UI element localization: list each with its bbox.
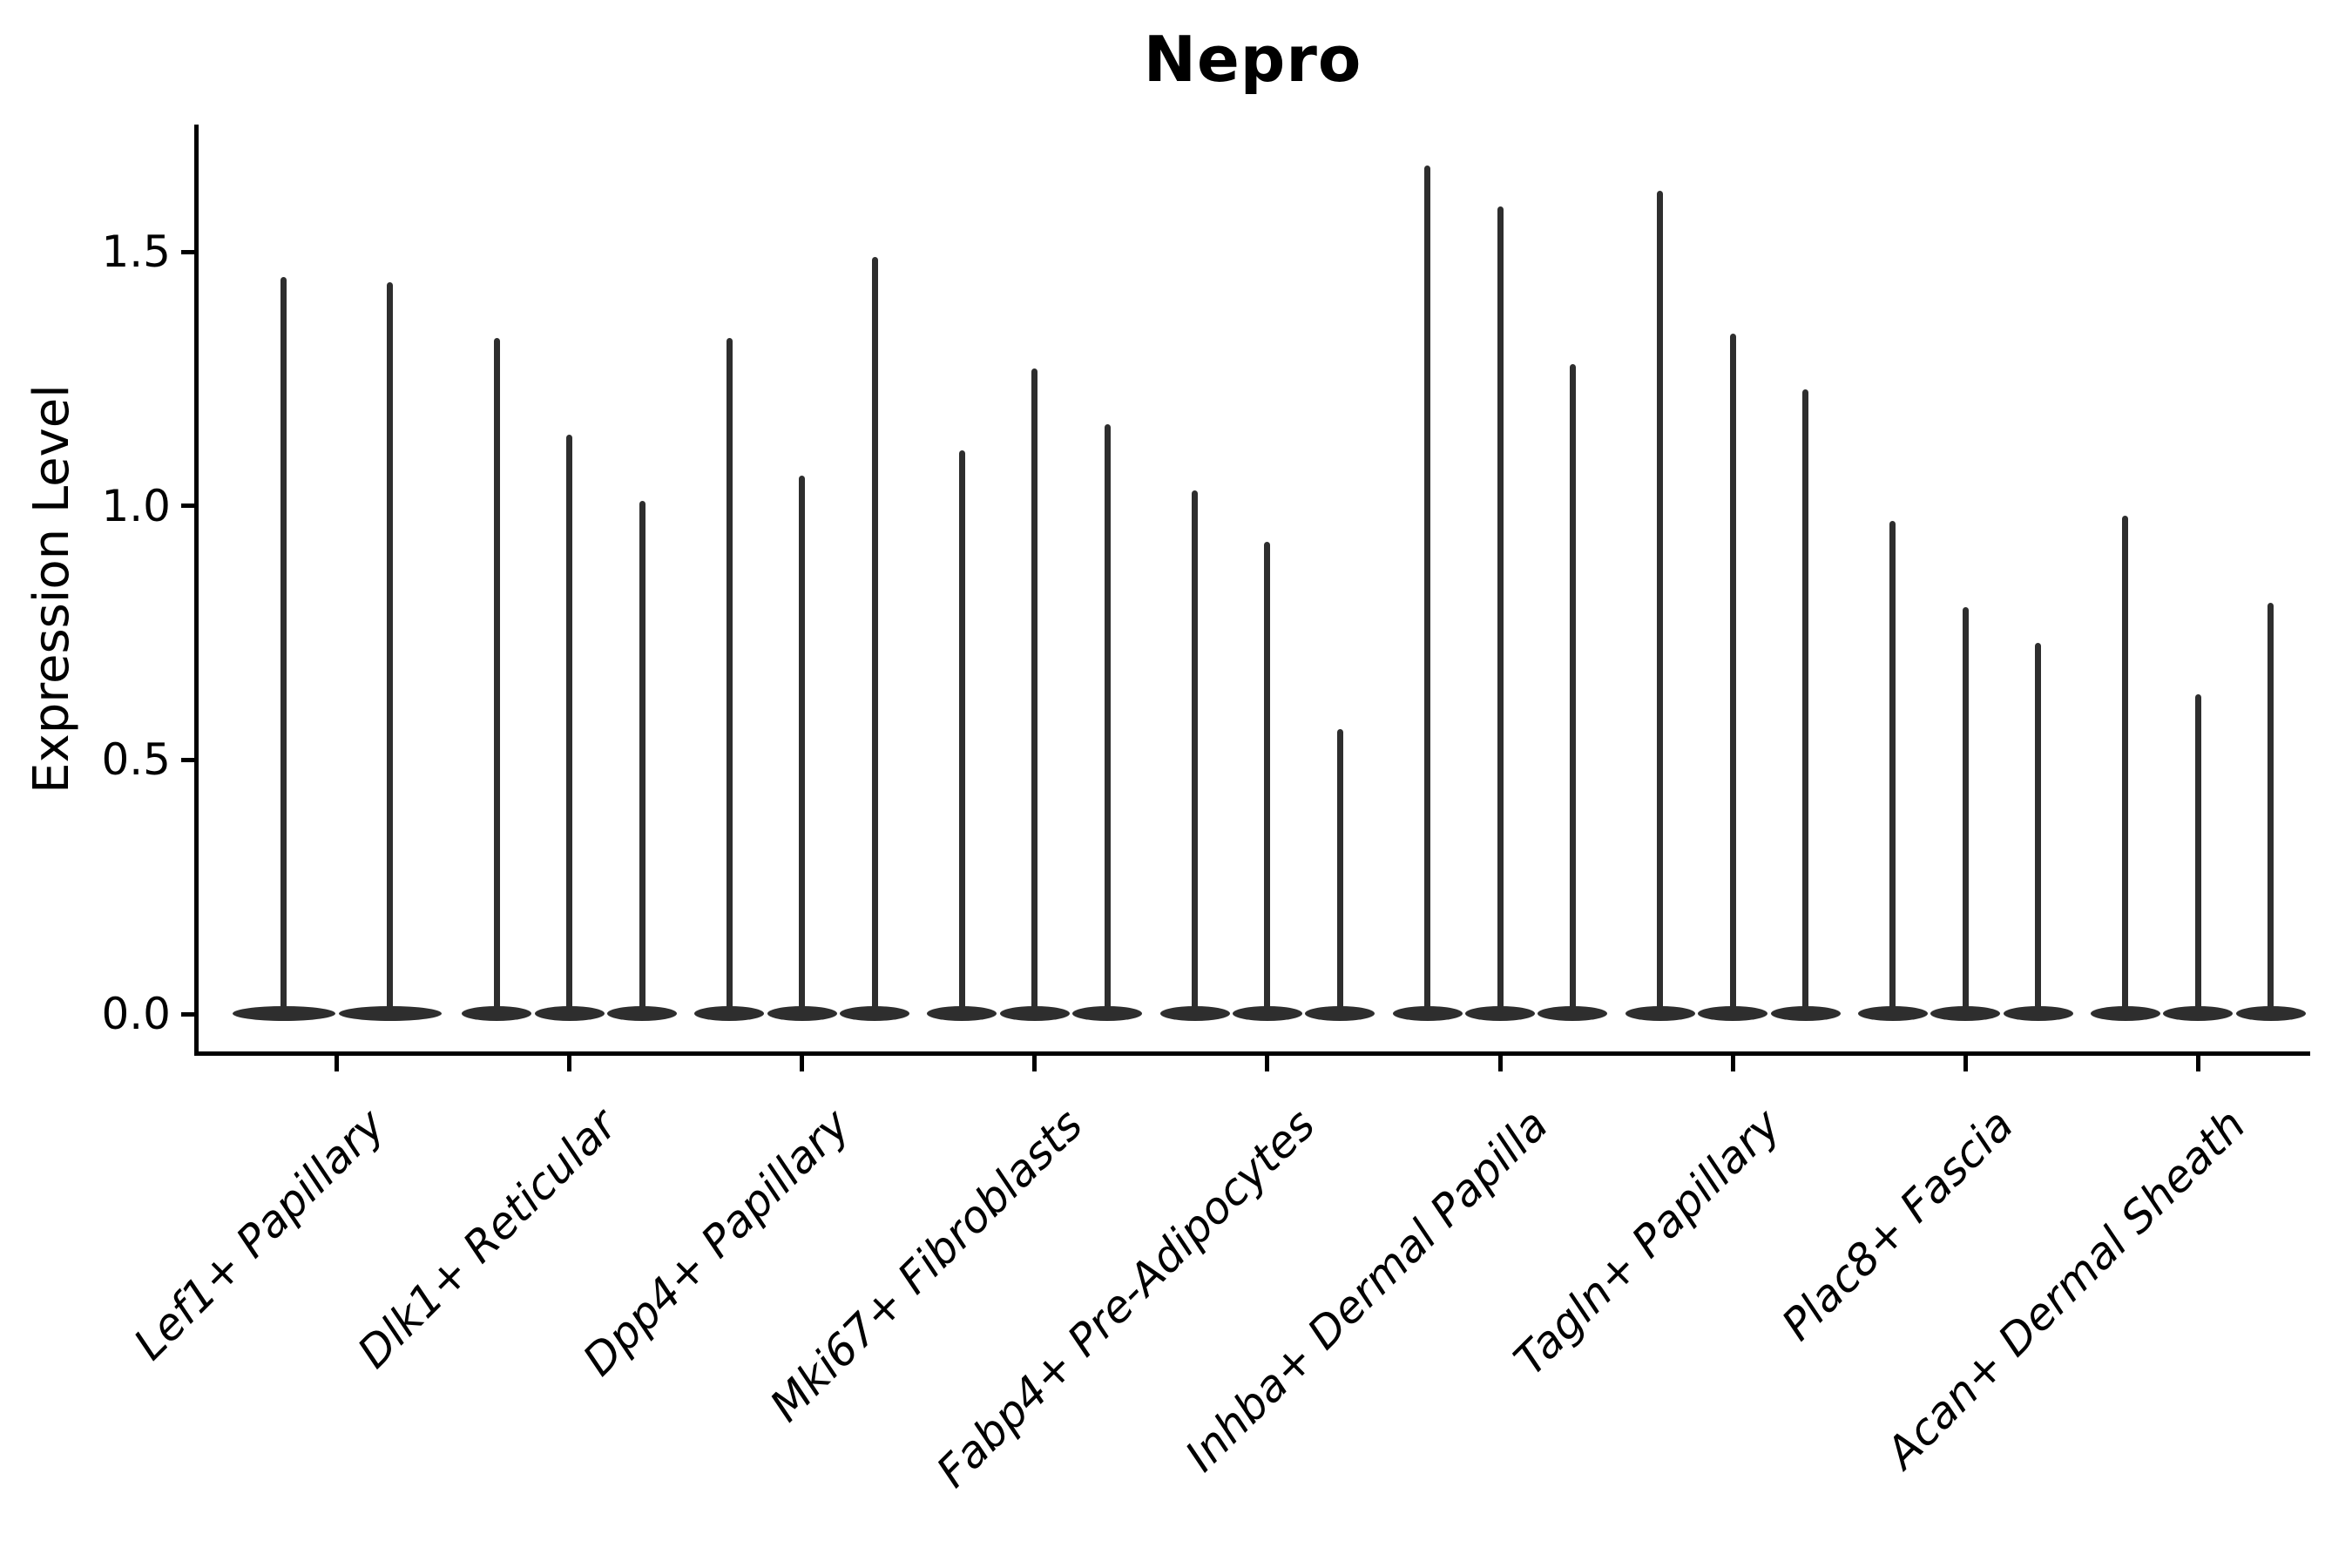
violin-base bbox=[1305, 1005, 1375, 1021]
violin-base bbox=[1625, 1005, 1695, 1021]
x-tick-mark bbox=[335, 1056, 339, 1071]
violin-spike bbox=[1497, 206, 1504, 1017]
violin-base bbox=[1392, 1005, 1463, 1021]
violin-base bbox=[607, 1005, 677, 1021]
violin-spike bbox=[639, 500, 645, 1017]
x-tick-mark bbox=[800, 1056, 805, 1071]
violin-base bbox=[1770, 1005, 1841, 1021]
violin-spike bbox=[1192, 490, 1198, 1017]
x-tick-mark bbox=[2195, 1056, 2200, 1071]
y-tick-label: 1.5 bbox=[101, 226, 171, 278]
y-tick-mark bbox=[181, 757, 197, 762]
violin-spike bbox=[2194, 693, 2201, 1017]
violin-spike bbox=[799, 475, 806, 1017]
y-tick-label: 0.0 bbox=[101, 989, 171, 1039]
violin-base bbox=[1698, 1005, 1768, 1021]
violin-base bbox=[534, 1005, 605, 1021]
page-title: Nepro bbox=[1143, 23, 1362, 96]
violin-spike bbox=[280, 277, 287, 1017]
x-tick-label: Fabp4+ Pre-Adipocytes bbox=[927, 1099, 1325, 1497]
violin-base bbox=[840, 1005, 910, 1021]
x-tick-mark bbox=[1032, 1056, 1037, 1071]
violin-base bbox=[1857, 1005, 1928, 1021]
y-tick-mark bbox=[181, 1011, 197, 1017]
violin-spike bbox=[566, 435, 573, 1017]
y-tick-mark bbox=[181, 504, 197, 509]
x-tick-label: Lef1+ Papillary bbox=[124, 1099, 395, 1370]
violin-base bbox=[1538, 1005, 1608, 1021]
violin-spike bbox=[1962, 607, 1969, 1017]
violin-base bbox=[1072, 1005, 1143, 1021]
violin-spike bbox=[1889, 521, 1896, 1017]
violin-spike bbox=[871, 257, 878, 1017]
violin-spike bbox=[387, 282, 393, 1017]
violin-spike bbox=[1031, 368, 1038, 1017]
x-tick-label: Dlk1+ Reticular bbox=[348, 1099, 627, 1378]
y-axis-spine bbox=[194, 125, 199, 1056]
violin-base bbox=[999, 1005, 1070, 1021]
x-tick-mark bbox=[1730, 1056, 1735, 1071]
x-tick-label: Plac8+ Fascia bbox=[1772, 1099, 2024, 1350]
x-axis-spine bbox=[194, 1051, 2310, 1056]
violin-base bbox=[2235, 1005, 2306, 1021]
violin-spike bbox=[1264, 541, 1271, 1017]
x-tick-mark bbox=[1963, 1056, 1968, 1071]
violin-base bbox=[1930, 1005, 2001, 1021]
violin-base bbox=[462, 1005, 532, 1021]
violin-spike bbox=[1729, 333, 1736, 1017]
violin-base bbox=[2163, 1005, 2234, 1021]
violin-spike bbox=[2268, 602, 2274, 1017]
violin-base bbox=[1232, 1005, 1302, 1021]
violin-base bbox=[338, 1005, 442, 1021]
x-tick-mark bbox=[567, 1056, 572, 1071]
violin-base bbox=[2003, 1005, 2073, 1021]
violin-spike bbox=[1104, 424, 1111, 1017]
violin-spike bbox=[2122, 516, 2129, 1017]
violin-base bbox=[927, 1005, 997, 1021]
violin-spike bbox=[493, 338, 500, 1017]
violin-spike bbox=[726, 338, 733, 1017]
y-tick-mark bbox=[181, 249, 197, 254]
violin-base bbox=[1465, 1005, 1535, 1021]
violin-spike bbox=[1802, 389, 1808, 1017]
violin-base bbox=[1159, 1005, 1230, 1021]
x-tick-mark bbox=[1497, 1056, 1503, 1071]
violin-spike bbox=[2035, 643, 2042, 1017]
y-tick-label: 1.0 bbox=[101, 480, 171, 531]
violin-spike bbox=[1569, 363, 1576, 1017]
violin-base bbox=[2090, 1005, 2160, 1021]
violin-base bbox=[767, 1005, 837, 1021]
y-tick-label: 0.5 bbox=[101, 734, 171, 786]
violin-spike bbox=[1336, 729, 1343, 1017]
violin-spike bbox=[1424, 166, 1431, 1017]
violin-base bbox=[694, 1005, 765, 1021]
violin-spike bbox=[958, 449, 965, 1017]
violin-spike bbox=[1657, 191, 1664, 1017]
x-tick-mark bbox=[1265, 1056, 1270, 1071]
violin-base bbox=[232, 1005, 335, 1021]
